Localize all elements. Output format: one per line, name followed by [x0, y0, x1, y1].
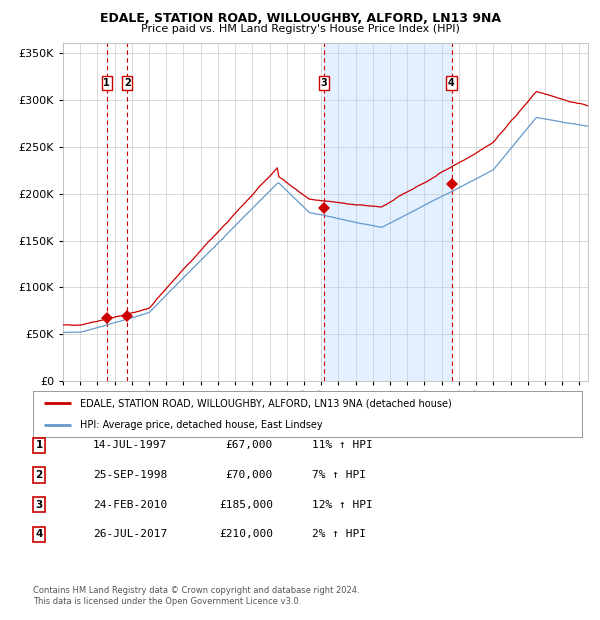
- Text: 2: 2: [35, 470, 43, 480]
- Bar: [324, 43, 451, 381]
- Text: Price paid vs. HM Land Registry's House Price Index (HPI): Price paid vs. HM Land Registry's House …: [140, 24, 460, 33]
- Text: 11% ↑ HPI: 11% ↑ HPI: [312, 440, 373, 450]
- Text: £70,000: £70,000: [226, 470, 273, 480]
- Text: 3: 3: [320, 78, 327, 88]
- Text: 26-JUL-2017: 26-JUL-2017: [93, 529, 167, 539]
- Text: Contains HM Land Registry data © Crown copyright and database right 2024.: Contains HM Land Registry data © Crown c…: [33, 586, 359, 595]
- Text: 1: 1: [103, 78, 110, 88]
- Text: 12% ↑ HPI: 12% ↑ HPI: [312, 500, 373, 510]
- Text: £210,000: £210,000: [219, 529, 273, 539]
- Text: EDALE, STATION ROAD, WILLOUGHBY, ALFORD, LN13 9NA: EDALE, STATION ROAD, WILLOUGHBY, ALFORD,…: [100, 12, 500, 25]
- Text: 3: 3: [35, 500, 43, 510]
- Text: 4: 4: [448, 78, 455, 88]
- Text: This data is licensed under the Open Government Licence v3.0.: This data is licensed under the Open Gov…: [33, 597, 301, 606]
- Text: 14-JUL-1997: 14-JUL-1997: [93, 440, 167, 450]
- Text: EDALE, STATION ROAD, WILLOUGHBY, ALFORD, LN13 9NA (detached house): EDALE, STATION ROAD, WILLOUGHBY, ALFORD,…: [80, 398, 451, 408]
- Text: 24-FEB-2010: 24-FEB-2010: [93, 500, 167, 510]
- Text: £185,000: £185,000: [219, 500, 273, 510]
- Text: 25-SEP-1998: 25-SEP-1998: [93, 470, 167, 480]
- Text: £67,000: £67,000: [226, 440, 273, 450]
- Text: 4: 4: [35, 529, 43, 539]
- Text: HPI: Average price, detached house, East Lindsey: HPI: Average price, detached house, East…: [80, 420, 322, 430]
- Text: 1: 1: [35, 440, 43, 450]
- Text: 2: 2: [124, 78, 131, 88]
- Text: 7% ↑ HPI: 7% ↑ HPI: [312, 470, 366, 480]
- Text: 2% ↑ HPI: 2% ↑ HPI: [312, 529, 366, 539]
